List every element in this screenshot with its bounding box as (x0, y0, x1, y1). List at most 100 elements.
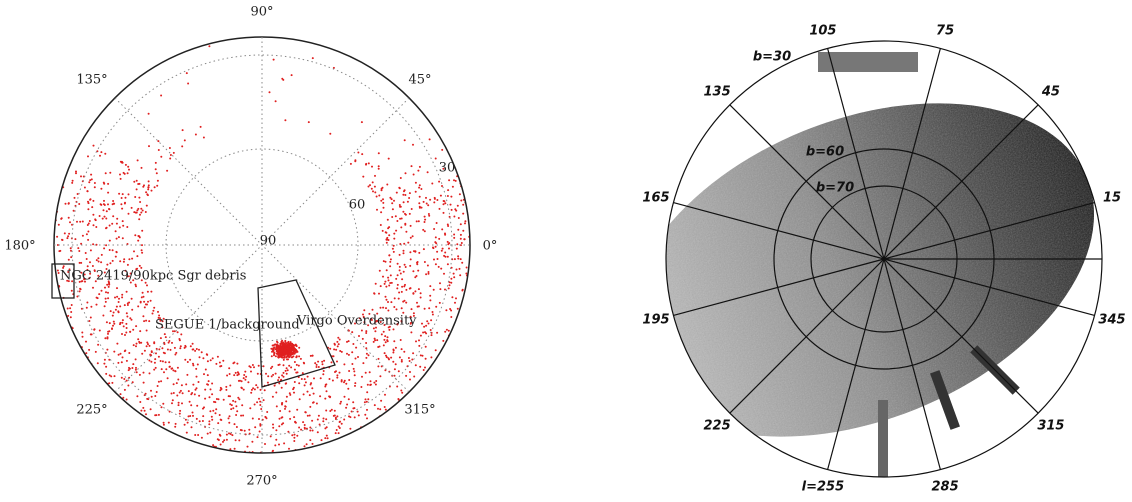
star-dot (404, 266, 407, 268)
star-dot (424, 218, 427, 221)
star-dot (457, 255, 460, 258)
star-dot (92, 224, 95, 227)
star-dot (278, 376, 280, 379)
star-dot (450, 277, 453, 280)
star-dot (158, 314, 161, 317)
star-dot (282, 371, 285, 374)
star-dot (89, 316, 92, 319)
star-dot (277, 347, 280, 350)
star-dot (271, 395, 274, 398)
star-dot (285, 382, 288, 385)
star-dot (84, 129, 87, 132)
star-dot (271, 350, 273, 353)
star-dot (138, 196, 141, 199)
star-dot (61, 239, 64, 241)
star-dot (83, 273, 86, 276)
star-dot (235, 405, 238, 408)
star-dot (340, 350, 343, 353)
star-dot (450, 309, 453, 312)
star-dot (337, 425, 340, 428)
star-dot (288, 350, 291, 353)
star-dot (401, 285, 404, 288)
star-dot (111, 393, 114, 396)
meridian (827, 258, 885, 470)
star-dot (150, 389, 152, 392)
star-dot (219, 443, 222, 446)
star-dot (409, 315, 412, 318)
star-dot (464, 222, 466, 225)
star-dot (192, 362, 194, 365)
star-dot (403, 285, 406, 288)
star-dot (462, 203, 465, 206)
star-dot (156, 184, 159, 187)
star-dot (97, 343, 100, 346)
star-dot (347, 353, 350, 356)
star-dot (128, 366, 130, 369)
star-dot (305, 443, 308, 446)
star-dot (462, 317, 465, 320)
star-dot (244, 378, 247, 381)
star-dot (281, 344, 284, 347)
star-dot (154, 395, 157, 397)
star-dot (385, 354, 387, 357)
star-dot (293, 436, 296, 439)
star-dot (396, 220, 399, 222)
star-dot (386, 340, 389, 343)
star-dot (136, 255, 139, 258)
star-dot (393, 368, 396, 371)
star-dot (92, 144, 95, 147)
star-dot (168, 340, 171, 342)
star-dot (388, 328, 391, 331)
star-dot (180, 333, 183, 336)
star-dot (153, 186, 156, 189)
star-dot (279, 350, 282, 353)
star-dot (134, 283, 137, 286)
star-dot (89, 249, 92, 252)
star-dot (235, 426, 238, 428)
longitude-label: 105 (809, 24, 836, 39)
star-dot (147, 188, 150, 191)
star-dot (168, 410, 171, 413)
star-dot (116, 342, 119, 345)
latitude-label: b=30 (753, 50, 791, 65)
star-dot (88, 220, 91, 222)
star-dot (285, 367, 288, 370)
star-dot (149, 408, 152, 411)
star-dot (329, 132, 332, 135)
star-dot (446, 255, 449, 258)
star-dot (148, 145, 150, 148)
star-dot (88, 348, 91, 351)
star-dot (308, 394, 311, 397)
star-dot (311, 419, 314, 422)
star-dot (135, 188, 138, 191)
star-dot (219, 389, 222, 392)
star-dot (436, 250, 439, 253)
star-dot (182, 439, 184, 442)
star-dot (133, 180, 136, 183)
star-dot (412, 270, 415, 273)
longitude-label: 315 (1037, 418, 1064, 433)
star-dot (354, 382, 357, 385)
star-dot (170, 392, 173, 395)
star-dot (405, 301, 408, 304)
star-dot (389, 282, 392, 284)
star-dot (210, 415, 213, 418)
meridian (883, 258, 1095, 316)
star-dot (357, 414, 360, 417)
star-dot (451, 185, 454, 188)
star-dot (333, 348, 336, 351)
star-dot (175, 351, 178, 354)
longitude-label: 45 (1041, 85, 1060, 100)
star-dot (98, 293, 101, 296)
star-dot (138, 218, 141, 221)
star-dot (263, 389, 266, 392)
star-dot (117, 310, 120, 313)
star-dot (362, 313, 364, 316)
star-dot (114, 255, 117, 258)
star-dot (253, 403, 256, 406)
star-dot (373, 337, 376, 340)
star-dot (424, 357, 427, 360)
star-dot (232, 407, 235, 410)
star-dot (436, 258, 439, 260)
star-dot (121, 237, 124, 240)
